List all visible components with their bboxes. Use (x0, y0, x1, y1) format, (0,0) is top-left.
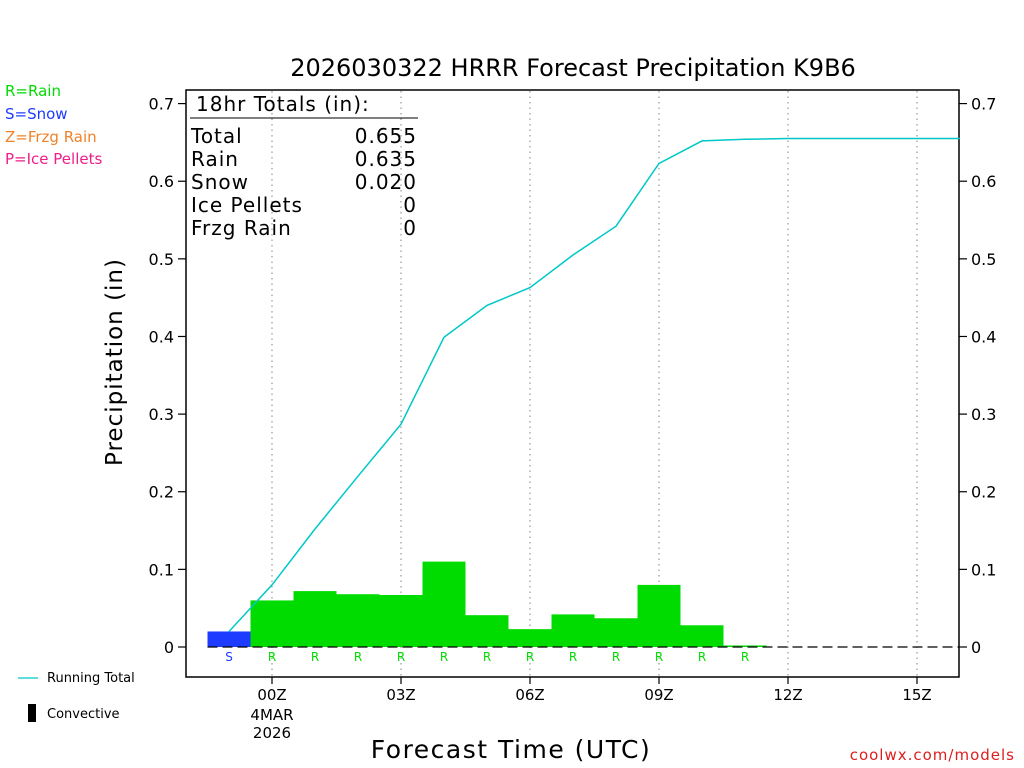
x-tick-label-00z: 00Z (257, 686, 286, 704)
x-tick-label-06z: 06Z (515, 686, 544, 704)
bar-hour-12 (723, 645, 767, 647)
running-total-line (228, 137, 960, 633)
y-tick-label-left-0: 0 (164, 638, 174, 657)
y-tick-label-right-0.6: 0.6 (971, 172, 996, 191)
type-label-1: R (268, 650, 276, 664)
bar-hour-11 (680, 625, 724, 647)
bar-hour-8 (551, 614, 595, 647)
y-tick-label-right-0: 0 (971, 638, 981, 657)
x-tick-label-12z: 12Z (773, 686, 802, 704)
type-label-3: R (354, 650, 362, 664)
totals-frzg-value: 0 (403, 216, 417, 240)
bar-hour-6 (465, 615, 509, 647)
bar-hour-2 (293, 591, 337, 647)
bar-hour-3 (336, 594, 380, 647)
y-tick-label-right-0.4: 0.4 (971, 327, 996, 346)
bar-hour-1 (250, 600, 294, 647)
plot-frame (185, 89, 960, 678)
y-tick-label-left-0.3: 0.3 (149, 405, 174, 424)
y-tick-label-left-0.1: 0.1 (149, 560, 174, 579)
type-label-11: R (698, 650, 706, 664)
legend-snow: S=Snow (5, 105, 68, 123)
x-tick-label-15z: 15Z (902, 686, 931, 704)
credit-text: coolwx.com/models (850, 746, 1015, 764)
totals-rain-label: Rain (191, 147, 239, 171)
chart-title: 2026030322 HRRR Forecast Precipitation K… (290, 54, 856, 82)
type-label-6: R (483, 650, 491, 664)
legend-frzg-rain: Z=Frzg Rain (5, 128, 97, 146)
legend-rain: R=Rain (5, 82, 61, 100)
totals-header: 18hr Totals (in): (196, 92, 370, 116)
type-label-5: R (440, 650, 448, 664)
totals-snow-value: 0.020 (355, 170, 417, 194)
y-tick-label-left-0.5: 0.5 (149, 250, 174, 269)
type-label-9: R (612, 650, 620, 664)
x-tick-label-03z: 03Z (386, 686, 415, 704)
totals-frzg-label: Frzg Rain (191, 216, 292, 240)
y-ticks: 0 00.1 0.10.2 0.20.3 0.30.4 0.40.5 0.50.6 0.60.… (149, 95, 997, 657)
bar-hour-4 (379, 594, 423, 647)
y-tick-label-left-0.4: 0.4 (149, 327, 174, 346)
type-label-12: R (741, 650, 749, 664)
y-tick-label-left-0.7: 0.7 (149, 95, 174, 114)
y-tick-label-left-0.2: 0.2 (149, 483, 174, 502)
type-label-8: R (569, 650, 577, 664)
bar-hour-5 (422, 561, 466, 647)
y-tick-label-right-0.1: 0.1 (971, 560, 996, 579)
totals-ice-value: 0 (403, 193, 417, 217)
y-tick-label-right-0.3: 0.3 (971, 405, 996, 424)
totals-snow-label: Snow (191, 170, 249, 194)
totals-rain-value: 0.635 (355, 147, 417, 171)
type-label-2: R (311, 650, 319, 664)
convective-legend-swatch (28, 704, 36, 722)
y-tick-label-right-0.2: 0.2 (971, 483, 996, 502)
bar-hour-0 (207, 631, 251, 647)
totals-box: 18hr Totals (in): Total 0.655 Rain 0.635… (190, 92, 418, 240)
convective-legend-label: Convective (47, 707, 120, 722)
totals-ice-label: Ice Pellets (191, 193, 303, 217)
date-label-year: 2026 (253, 724, 291, 742)
grid-lines (271, 91, 918, 676)
y-tick-label-left-0.6: 0.6 (149, 172, 174, 191)
x-ticks: 00Z 03Z 06Z 09Z 12Z 15Z (257, 677, 932, 704)
legend-ice-pellets: P=Ice Pellets (5, 150, 102, 168)
running-total-legend-label: Running Total (47, 671, 135, 686)
totals-total-label: Total (190, 124, 243, 148)
x-tick-label-09z: 09Z (644, 686, 673, 704)
bar-hour-10 (637, 584, 681, 647)
running-total-series (228, 137, 960, 633)
totals-total-value: 0.655 (355, 124, 417, 148)
type-label-7: R (526, 650, 534, 664)
y-axis-label: Precipitation (in) (102, 258, 128, 466)
x-axis-label: Forecast Time (UTC) (371, 735, 651, 764)
date-label-day: 4MAR (250, 706, 293, 724)
y-tick-label-right-0.7: 0.7 (971, 95, 996, 114)
type-label-4: R (397, 650, 405, 664)
y-tick-label-right-0.5: 0.5 (971, 250, 996, 269)
bar-hour-9 (594, 618, 638, 647)
type-label-10: R (655, 650, 663, 664)
type-label-0: S (225, 650, 233, 664)
bar-hour-7 (508, 629, 552, 647)
hourly-bars (207, 561, 767, 647)
type-legend: R=Rain S=Snow Z=Frzg Rain P=Ice Pellets (5, 82, 102, 168)
